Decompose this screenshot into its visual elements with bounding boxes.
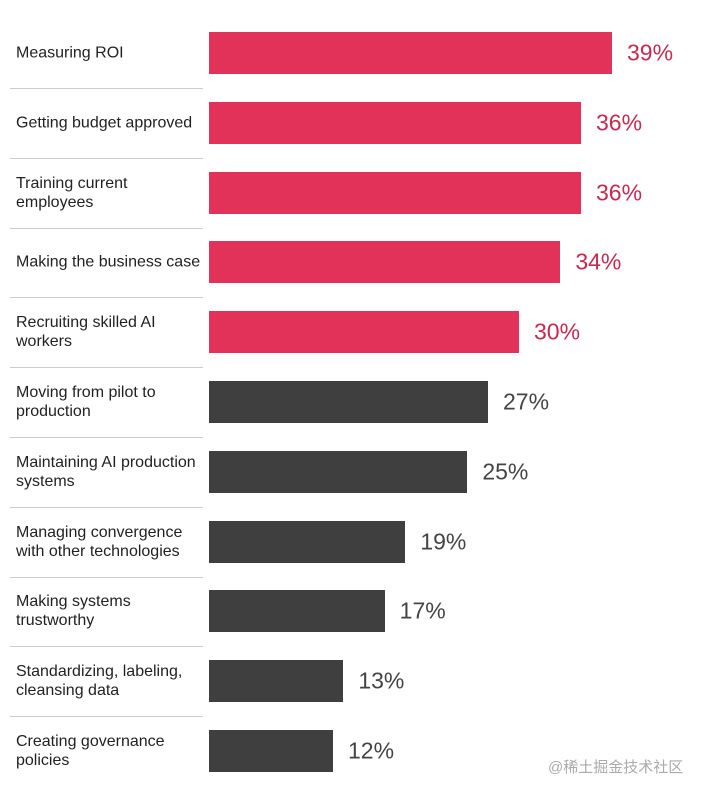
category-label: Recruiting skilled AI workers [16, 314, 156, 351]
value-label: 27% [503, 388, 550, 415]
bar [209, 660, 344, 703]
category-label: Training current employees [16, 174, 128, 211]
bar [209, 381, 488, 423]
category-label: Maintaining AI production systems [16, 453, 196, 490]
bar [209, 32, 612, 74]
separator [10, 506, 203, 508]
category-label: Standardizing, labeling, cleansing data [16, 663, 183, 700]
value-label: 17% [399, 597, 446, 624]
value-label: 12% [348, 737, 395, 764]
bar [209, 590, 385, 633]
watermark: @稀土掘金技术社区 [548, 759, 684, 776]
bar [209, 520, 406, 563]
value-label: 30% [534, 318, 581, 345]
category-label: Getting budget approved [16, 114, 193, 132]
separator [10, 646, 203, 648]
value-label: 36% [596, 109, 643, 136]
separator [10, 437, 203, 438]
value-label: 25% [482, 458, 529, 485]
separator [10, 297, 203, 299]
separator [10, 227, 203, 229]
value-label: 13% [358, 667, 405, 694]
bar [209, 730, 333, 772]
value-label: 19% [420, 528, 467, 555]
category-label: Making the business case [16, 253, 201, 271]
value-label: 36% [596, 179, 643, 206]
separator [10, 88, 203, 89]
category-label: Making systems trustworthy [16, 593, 131, 630]
separator [10, 157, 203, 159]
separator [10, 367, 203, 369]
value-label: 39% [627, 39, 674, 66]
bar [209, 171, 581, 214]
category-label: Measuring ROI [16, 44, 124, 62]
category-label: Creating governance policies [16, 733, 165, 769]
separator [10, 576, 203, 578]
bar [209, 311, 519, 354]
bar [209, 241, 561, 284]
category-label: Moving from pilot to production [16, 384, 156, 420]
category-label: Managing convergence with other technolo… [16, 523, 183, 560]
value-label: 34% [575, 248, 622, 275]
bar [209, 450, 468, 493]
bar [209, 101, 581, 144]
separator [10, 716, 203, 718]
